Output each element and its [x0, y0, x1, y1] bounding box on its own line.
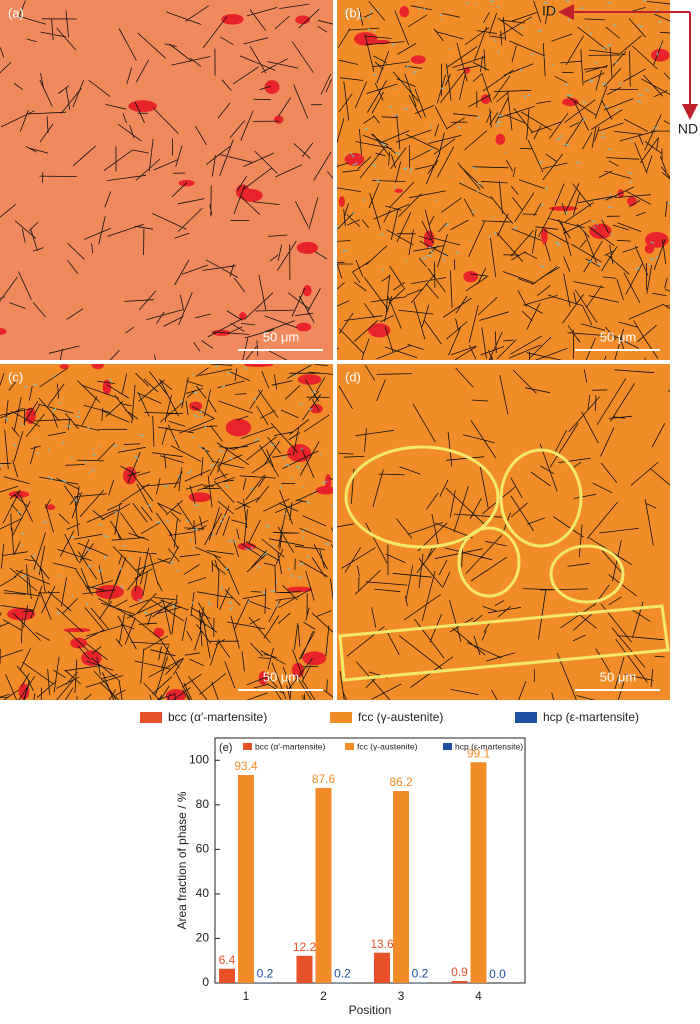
value-label: 13.6 [370, 937, 394, 951]
bar [393, 791, 409, 983]
legend-label: bcc (α′-martensite) [255, 741, 325, 751]
panel-label: (c) [8, 369, 23, 384]
bcc-region [244, 362, 273, 366]
value-label: 99.1 [467, 746, 491, 760]
scale-label: 50 μm [600, 329, 636, 344]
bcc-region [399, 6, 409, 17]
bcc-region [274, 116, 284, 124]
bar [374, 953, 390, 983]
value-label: 0.2 [257, 967, 274, 981]
legend-swatch [443, 743, 452, 750]
bcc-region [128, 100, 156, 112]
legend-label: hcp (ε-martensite) [543, 710, 639, 724]
panel-content [0, 0, 344, 381]
y-tick-label: 40 [196, 886, 210, 900]
id-label: ID [542, 3, 556, 19]
x-tick-label: 2 [320, 989, 327, 1003]
panel-label: (b) [345, 5, 361, 20]
bcc-region [63, 628, 90, 632]
scale-label: 50 μm [263, 669, 299, 684]
micrograph-panel: (b) 50 μm [313, 0, 696, 390]
y-tick-label: 100 [189, 752, 209, 766]
bcc-region [297, 242, 318, 254]
bcc-region [240, 189, 262, 202]
micrographs: (a) 50 μm (b) 50 μm (c) 50 μm (d) 50 μm [0, 0, 696, 729]
bcc-region [589, 224, 611, 239]
y-tick-label: 60 [196, 842, 210, 856]
bar [219, 969, 235, 983]
panel-label: (a) [8, 5, 24, 20]
bcc-region [287, 587, 312, 593]
value-label: 0.9 [451, 965, 468, 979]
panel-content [313, 0, 696, 390]
bcc-region [651, 49, 669, 62]
y-tick-label: 0 [202, 975, 209, 989]
value-label: 86.2 [389, 775, 413, 789]
panel-label: (d) [345, 369, 361, 384]
nd-label: ND [678, 121, 698, 137]
bcc-region [226, 419, 251, 437]
legend-swatch [345, 743, 354, 750]
legend: bcc (α′-martensite) fcc (γ-austenite) hcp … [140, 710, 639, 724]
bcc-region [287, 444, 311, 462]
y-axis-title: Area fraction of phase / % [175, 791, 189, 929]
bar [238, 775, 254, 983]
bcc-region [394, 189, 402, 193]
bar [297, 956, 313, 983]
bcc-region [302, 651, 326, 665]
value-label: 87.6 [312, 772, 336, 786]
bcc-region [316, 486, 335, 495]
legend-label: fcc (γ-austenite) [358, 710, 443, 724]
value-label: 93.4 [234, 759, 258, 773]
scale-label: 50 μm [600, 669, 636, 684]
bcc-region [411, 55, 426, 64]
legend-swatch [330, 712, 352, 723]
value-label: 12.2 [293, 940, 317, 954]
micrograph-panel: (c) 50 μm [0, 359, 346, 727]
panel-label: (e) [219, 742, 232, 754]
value-label: 0.2 [412, 967, 429, 981]
bar [471, 762, 487, 983]
x-axis-title: Position [349, 1003, 392, 1017]
legend-label: fcc (γ-austenite) [357, 741, 418, 751]
x-tick-label: 3 [398, 989, 405, 1003]
y-tick-label: 20 [196, 931, 210, 945]
bar [316, 788, 332, 983]
legend-swatch [140, 712, 162, 723]
value-label: 0.0 [489, 967, 506, 981]
legend-swatch [243, 743, 252, 750]
y-tick-label: 80 [196, 797, 210, 811]
bcc-region [298, 374, 322, 385]
legend-swatch [515, 712, 537, 723]
bar-chart: 0 20 40 60 80 100 Area fraction of phase / % Po… [175, 738, 525, 1017]
x-tick-label: 4 [475, 989, 482, 1003]
bcc-region [189, 402, 202, 411]
scale-label: 50 μm [263, 329, 299, 344]
bcc-region [47, 504, 56, 510]
bar [452, 981, 468, 983]
value-label: 6.4 [219, 953, 236, 967]
bcc-region [131, 586, 143, 602]
bcc-region [463, 271, 478, 283]
bcc-region [495, 134, 505, 145]
panel-background [0, 0, 333, 360]
bcc-region [91, 359, 104, 369]
value-label: 0.2 [334, 967, 351, 981]
micrograph-panel: (d) 50 μm [322, 364, 688, 729]
micrograph-panel: (a) 50 μm [0, 0, 344, 381]
x-tick-label: 1 [243, 989, 250, 1003]
legend-label: bcc (α′-martensite) [168, 710, 267, 724]
bcc-region [154, 628, 165, 638]
bcc-region [339, 196, 345, 207]
